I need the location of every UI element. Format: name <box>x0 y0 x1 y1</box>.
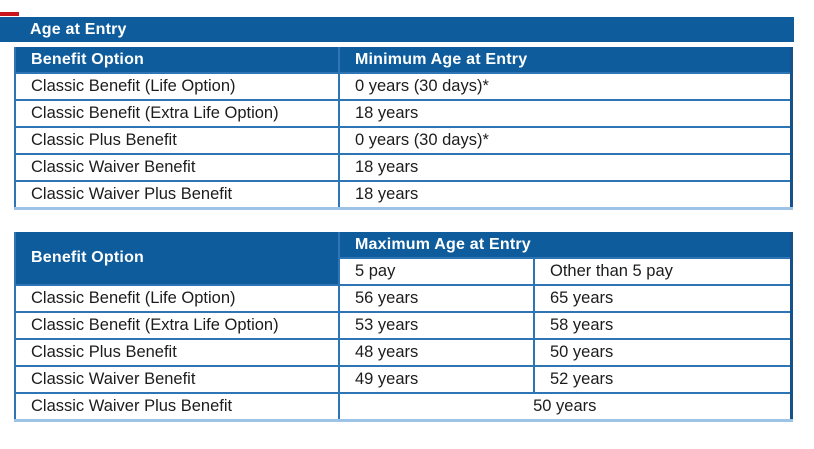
maximum-age-header: Maximum Age at Entry <box>337 232 793 259</box>
table-row: Classic Plus Benefit 48 years 50 years <box>14 338 793 367</box>
max-table-header-row: Benefit Option Maximum Age at Entry <box>14 232 793 286</box>
benefit-option-cell: Classic Plus Benefit <box>14 338 340 367</box>
max-table-subheader-row: 5 pay Other than 5 pay <box>15 257 793 286</box>
other-than-5-pay-subheader: Other than 5 pay <box>532 257 793 286</box>
table-row: Classic Waiver Plus Benefit 18 years <box>14 180 793 210</box>
minimum-age-table: Benefit Option Minimum Age at Entry Clas… <box>14 47 793 210</box>
maximum-age-table: Benefit Option Maximum Age at Entry 5 pa… <box>14 232 793 422</box>
benefit-option-cell: Classic Waiver Benefit <box>14 365 340 394</box>
section-title: Age at Entry <box>30 21 127 38</box>
table-row: Classic Waiver Benefit 18 years <box>14 153 793 182</box>
min-age-cell: 18 years <box>338 99 793 128</box>
benefit-option-cell: Classic Benefit (Extra Life Option) <box>14 99 340 128</box>
benefit-option-cell: Classic Waiver Benefit <box>14 153 340 182</box>
merged-age-cell: 50 years <box>337 392 793 422</box>
benefit-option-cell: Classic Benefit (Life Option) <box>14 72 340 101</box>
min-age-cell: 18 years <box>338 153 793 182</box>
table-row: Classic Benefit (Life Option) 0 years (3… <box>14 72 793 101</box>
benefit-option-cell: Classic Benefit (Life Option) <box>14 284 340 313</box>
pay5-cell: 49 years <box>338 365 535 394</box>
min-age-cell: 0 years (30 days)* <box>338 126 793 155</box>
pay5-cell: 56 years <box>338 284 535 313</box>
other-pay-cell: 65 years <box>532 284 793 313</box>
table-row: Classic Benefit (Extra Life Option) 18 y… <box>14 99 793 128</box>
table-row: Classic Benefit (Life Option) 56 years 6… <box>14 284 793 313</box>
table-row: Classic Waiver Plus Benefit 50 years <box>14 392 793 422</box>
benefit-option-cell: Classic Plus Benefit <box>14 126 340 155</box>
pay5-cell: 48 years <box>338 338 535 367</box>
benefit-option-header: Benefit Option <box>14 47 340 74</box>
other-pay-cell: 52 years <box>532 365 793 394</box>
pay5-cell: 53 years <box>338 311 535 340</box>
benefit-option-header: Benefit Option <box>14 232 340 286</box>
minimum-age-header: Minimum Age at Entry <box>338 47 793 74</box>
red-mark <box>0 12 19 16</box>
min-age-cell: 0 years (30 days)* <box>338 72 793 101</box>
table-row: Classic Plus Benefit 0 years (30 days)* <box>14 126 793 155</box>
table-row: Classic Waiver Benefit 49 years 52 years <box>14 365 793 394</box>
pay-5-subheader: 5 pay <box>338 257 535 286</box>
benefit-option-cell: Classic Waiver Plus Benefit <box>14 392 340 422</box>
min-age-cell: 18 years <box>338 180 793 210</box>
min-table-header-row: Benefit Option Minimum Age at Entry <box>14 47 793 74</box>
benefit-option-cell: Classic Waiver Plus Benefit <box>14 180 340 210</box>
table-row: Classic Benefit (Extra Life Option) 53 y… <box>14 311 793 340</box>
benefit-option-cell: Classic Benefit (Extra Life Option) <box>14 311 340 340</box>
section-title-bar: Age at Entry <box>0 17 794 42</box>
other-pay-cell: 50 years <box>532 338 793 367</box>
other-pay-cell: 58 years <box>532 311 793 340</box>
